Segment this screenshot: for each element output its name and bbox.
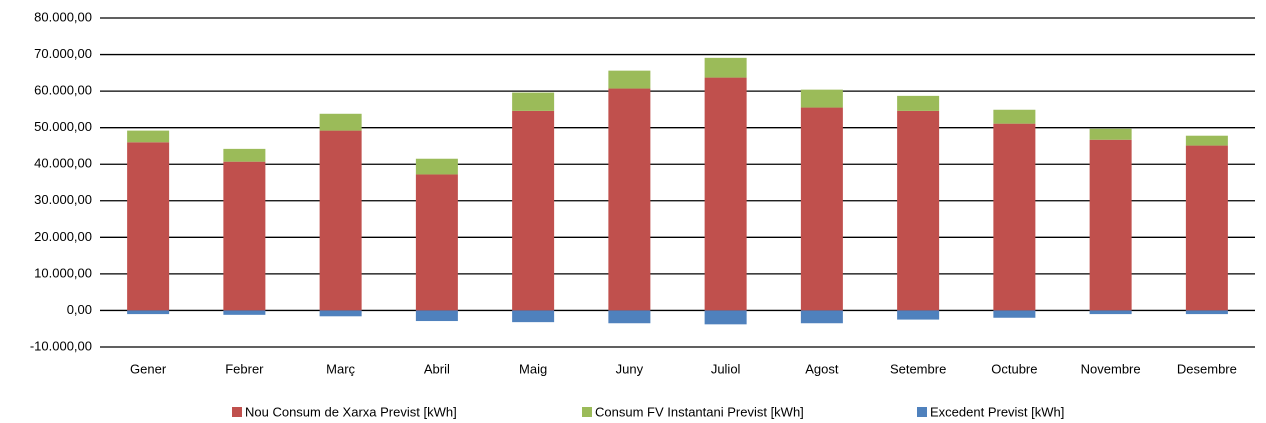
y-tick-label: 50.000,00 <box>34 119 92 134</box>
bar-segment <box>608 310 651 324</box>
y-tick-label: 30.000,00 <box>34 192 92 207</box>
bar-segment <box>1089 310 1132 315</box>
bar-segment <box>1089 128 1132 140</box>
bar-segment <box>415 174 458 311</box>
bar-segment <box>415 310 458 322</box>
legend-swatch <box>917 407 927 417</box>
bar-segment <box>512 110 555 311</box>
bar-segment <box>704 310 747 325</box>
bar-segment <box>800 310 843 324</box>
bar-segment <box>319 130 362 311</box>
x-tick-label: Juliol <box>711 361 741 376</box>
bar-segment <box>223 310 266 315</box>
x-tick-label: Febrer <box>225 361 264 376</box>
bar-segment <box>319 310 362 317</box>
x-tick-label: Setembre <box>890 361 946 376</box>
x-tick-label: Març <box>326 361 355 376</box>
y-tick-label: 60.000,00 <box>34 83 92 98</box>
legend-label: Consum FV Instantani Previst [kWh] <box>595 404 804 419</box>
y-tick-label: 40.000,00 <box>34 156 92 171</box>
bar-segment <box>415 158 458 175</box>
bar-segment <box>993 310 1036 318</box>
bar-segment <box>127 310 170 315</box>
legend-swatch <box>232 407 242 417</box>
bar-segment <box>608 88 651 311</box>
bar-segment <box>993 109 1036 124</box>
y-tick-label: -10.000,00 <box>30 338 92 353</box>
bar-segment <box>897 110 940 311</box>
bar-segment <box>1185 135 1228 146</box>
x-tick-label: Agost <box>805 361 839 376</box>
bar-segment <box>127 142 170 311</box>
x-tick-label: Novembre <box>1081 361 1141 376</box>
x-tick-label: Gener <box>130 361 167 376</box>
bar-segment <box>223 148 266 162</box>
legend-label: Nou Consum de Xarxa Previst [kWh] <box>245 404 457 419</box>
bar-segment <box>1185 145 1228 311</box>
x-tick-label: Abril <box>424 361 450 376</box>
x-tick-label: Juny <box>616 361 644 376</box>
y-tick-label: 10.000,00 <box>34 265 92 280</box>
bar-segment <box>897 95 940 111</box>
bar-segment <box>993 123 1036 311</box>
y-tick-label: 20.000,00 <box>34 229 92 244</box>
legend-label: Excedent Previst [kWh] <box>930 404 1064 419</box>
bar-segment <box>800 89 843 108</box>
bar-segment <box>319 113 362 131</box>
y-tick-label: 0,00 <box>67 302 92 317</box>
bar-segment <box>704 77 747 311</box>
y-tick-label: 70.000,00 <box>34 46 92 61</box>
bar-segment <box>704 57 747 78</box>
y-tick-label: 80.000,00 <box>34 9 92 24</box>
legend-swatch <box>582 407 592 417</box>
x-tick-label: Maig <box>519 361 547 376</box>
bar-segment <box>1089 139 1132 311</box>
bar-segment <box>512 310 555 323</box>
bar-segment <box>897 310 940 320</box>
bar-segment <box>223 161 266 311</box>
bar-segment <box>512 92 555 111</box>
bar-segment <box>608 70 651 89</box>
bar-segment <box>800 107 843 311</box>
bar-segment <box>1185 310 1228 315</box>
x-tick-label: Octubre <box>991 361 1037 376</box>
x-tick-label: Desembre <box>1177 361 1237 376</box>
bar-segment <box>127 130 170 143</box>
